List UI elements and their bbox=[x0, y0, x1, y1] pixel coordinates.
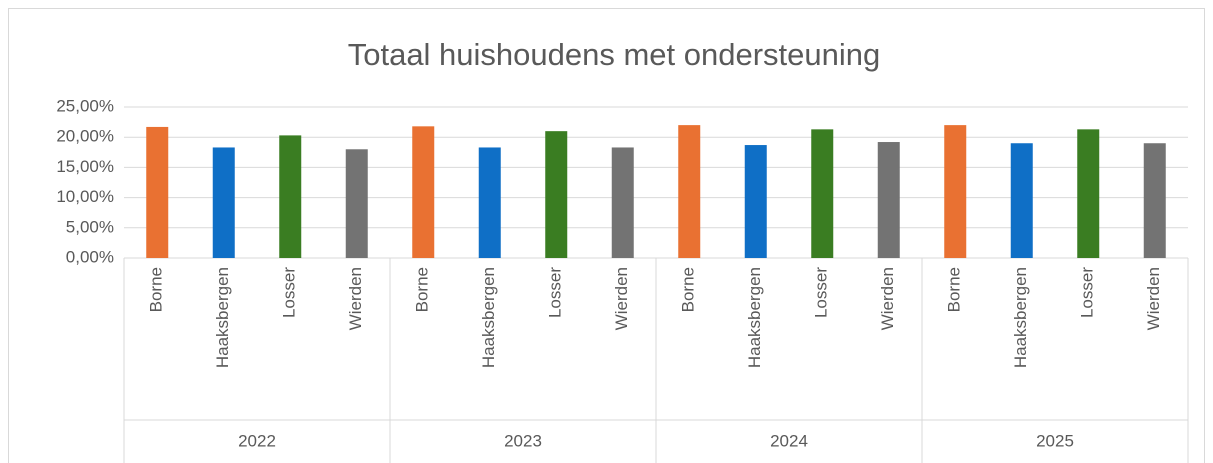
group-label: 2025 bbox=[1036, 431, 1074, 450]
x-tick-label: Wierden bbox=[878, 267, 897, 330]
chart-title: Totaal huishoudens met ondersteuning bbox=[348, 37, 881, 72]
bar bbox=[412, 126, 435, 258]
bar bbox=[279, 135, 302, 258]
x-tick-label: Losser bbox=[546, 267, 565, 318]
y-tick-label: 10,00% bbox=[56, 187, 114, 206]
y-tick-label: 5,00% bbox=[66, 217, 114, 236]
bar bbox=[1077, 129, 1100, 258]
group-label: 2022 bbox=[238, 431, 276, 450]
x-tick-label: Haaksbergen bbox=[213, 267, 232, 368]
x-tick-label: Wierden bbox=[1144, 267, 1163, 330]
x-tick-label: Haaksbergen bbox=[745, 267, 764, 368]
bar bbox=[478, 147, 501, 258]
bar bbox=[1010, 143, 1033, 258]
chart-border bbox=[8, 8, 1205, 463]
y-tick-label: 15,00% bbox=[56, 157, 114, 176]
x-tick-label: Losser bbox=[812, 267, 831, 318]
x-tick-label: Borne bbox=[679, 267, 698, 312]
x-tick-label: Borne bbox=[413, 267, 432, 312]
x-tick-label: Wierden bbox=[346, 267, 365, 330]
bar bbox=[944, 125, 967, 259]
bar bbox=[877, 142, 900, 258]
bar bbox=[146, 126, 169, 258]
x-tick-label: Wierden bbox=[612, 267, 631, 330]
bar bbox=[345, 149, 368, 258]
bar bbox=[811, 129, 834, 258]
group-label: 2023 bbox=[504, 431, 542, 450]
y-tick-label: 20,00% bbox=[56, 127, 114, 146]
x-tick-label: Haaksbergen bbox=[1011, 267, 1030, 368]
bar bbox=[212, 147, 235, 258]
bar bbox=[744, 145, 767, 258]
y-tick-label: 25,00% bbox=[56, 96, 114, 115]
x-tick-label: Losser bbox=[1078, 267, 1097, 318]
group-label: 2024 bbox=[770, 431, 808, 450]
bar bbox=[545, 131, 568, 258]
x-tick-label: Losser bbox=[280, 267, 299, 318]
x-tick-label: Borne bbox=[945, 267, 964, 312]
x-tick-label: Borne bbox=[147, 267, 166, 312]
bar bbox=[1143, 143, 1166, 258]
bar bbox=[678, 125, 701, 259]
bar bbox=[611, 147, 634, 258]
x-tick-label: Haaksbergen bbox=[479, 267, 498, 368]
y-tick-label: 0,00% bbox=[66, 247, 114, 266]
